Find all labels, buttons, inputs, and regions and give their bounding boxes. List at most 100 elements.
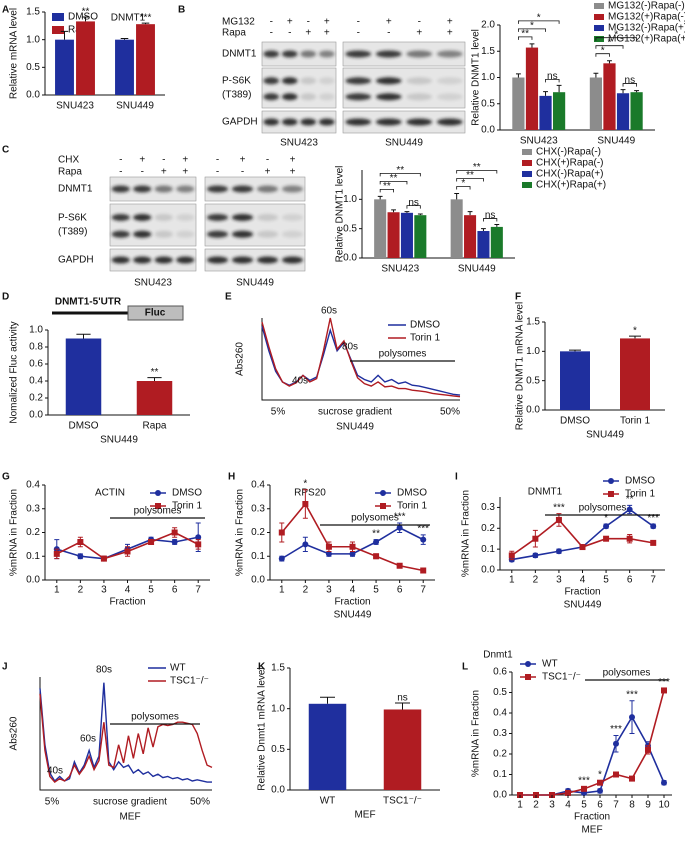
chart-title: ACTIN	[95, 488, 125, 499]
y-tick-label: 0.5	[271, 744, 285, 755]
treatment-sign: -	[270, 17, 273, 28]
treatment-sign: -	[119, 167, 122, 178]
y-tick-label: 0.0	[26, 90, 40, 101]
y-tick-label: 0.0	[343, 253, 357, 264]
comparison-bracket	[456, 170, 498, 174]
panel-letter: K	[258, 662, 266, 673]
x-tick-label: 10	[658, 800, 670, 811]
treatment-label: Rapa	[222, 28, 246, 39]
blot-band	[232, 213, 253, 221]
series-line	[39, 693, 213, 784]
legend-label: CHX(+)Rapa(-)	[536, 158, 604, 169]
blot-band	[133, 185, 152, 193]
y-tick-label: 0.1	[251, 551, 265, 562]
peak-label: 80s	[96, 665, 112, 676]
comparison-bracket	[379, 181, 408, 185]
significance-label: *	[598, 769, 602, 780]
significance-label: ***	[553, 502, 565, 513]
bar	[65, 338, 102, 415]
marker	[525, 674, 531, 680]
x-axis-label: Fraction	[574, 812, 610, 823]
x-tick-label: Torin 1	[620, 416, 650, 427]
significance-label: *	[633, 326, 637, 337]
series-line	[261, 326, 461, 396]
y-tick-label: 1.0	[343, 194, 357, 205]
blot-band	[300, 50, 317, 58]
construct-fluc	[127, 305, 184, 321]
x-tick-label: 5	[603, 575, 609, 586]
y-tick-label: 0.8	[29, 342, 43, 353]
error-bar	[494, 224, 500, 227]
bar	[620, 338, 650, 410]
treatment-sign: +	[240, 155, 246, 166]
error-bar	[607, 60, 612, 64]
treatment-sign: -	[216, 167, 219, 178]
blot-band	[281, 50, 298, 58]
panel-letter: J	[2, 662, 8, 673]
x-tick-label: 4	[565, 800, 571, 811]
blot-band	[263, 93, 280, 101]
treatment-sign: -	[357, 17, 360, 28]
y-tick-label: 2.0	[481, 20, 495, 31]
marker	[555, 548, 562, 555]
marker	[325, 550, 332, 557]
blot-band	[436, 50, 463, 58]
y-tick-label: 0.4	[251, 480, 265, 491]
y-tick-label: 0.4	[26, 480, 40, 491]
comparison-bracket	[518, 28, 546, 32]
peak-label: 60s	[321, 306, 337, 317]
series-line	[520, 715, 665, 796]
chart-title: DNMT1	[528, 487, 563, 498]
bar	[616, 93, 630, 130]
blot-band	[436, 118, 463, 126]
marker	[650, 539, 657, 546]
blot-band	[154, 230, 173, 238]
bar	[55, 39, 74, 95]
blot-band	[207, 213, 228, 221]
bar	[115, 39, 134, 95]
x-tick-label: DMSO	[69, 421, 99, 432]
region-label: polysomes	[134, 506, 182, 517]
gradient-label: sucrose gradient	[93, 797, 167, 808]
blot-band	[232, 185, 253, 193]
y-axis-label: %mRNA in Fraction	[461, 490, 472, 577]
panel-letter: L	[462, 662, 468, 673]
y-tick-label: 0.5	[493, 687, 507, 698]
treatment-sign: +	[265, 167, 271, 178]
treatment-sign: +	[416, 28, 422, 39]
treatment-label: CHX	[58, 155, 79, 166]
marker	[302, 501, 309, 507]
y-tick-label: 0.6	[493, 667, 507, 678]
blot-band	[282, 213, 303, 221]
blot-band	[375, 77, 402, 85]
treatment-sign: +	[290, 155, 296, 166]
blot-band	[133, 230, 152, 238]
marker	[532, 552, 539, 559]
x-tick-label: SNU423	[520, 136, 558, 147]
x-tick-label: 2	[533, 575, 539, 586]
marker	[77, 553, 84, 560]
blot-band	[436, 93, 463, 101]
marker	[325, 543, 332, 550]
blot-band	[176, 256, 195, 264]
treatment-sign: +	[386, 17, 392, 28]
blot-band	[176, 213, 195, 221]
treatment-sign: +	[139, 155, 145, 166]
marker	[608, 491, 614, 497]
significance-label: ***	[647, 513, 659, 524]
blot-band	[257, 230, 278, 238]
blot-band	[406, 50, 433, 58]
y-tick-label: 0.5	[481, 98, 495, 109]
x-tick-label: 1	[509, 575, 515, 586]
blot-band	[133, 256, 152, 264]
legend-swatch	[522, 149, 532, 155]
y-tick-label: 1.0	[481, 72, 495, 83]
y-axis-label: %mRNA in Fraction	[235, 489, 246, 576]
y-tick-label: 1.5	[271, 663, 285, 674]
bar	[383, 709, 422, 790]
error-bar	[481, 228, 486, 232]
error-bar	[417, 213, 423, 216]
bar	[136, 24, 155, 96]
legend-swatch	[594, 14, 604, 20]
treatment-sign: -	[216, 155, 219, 166]
